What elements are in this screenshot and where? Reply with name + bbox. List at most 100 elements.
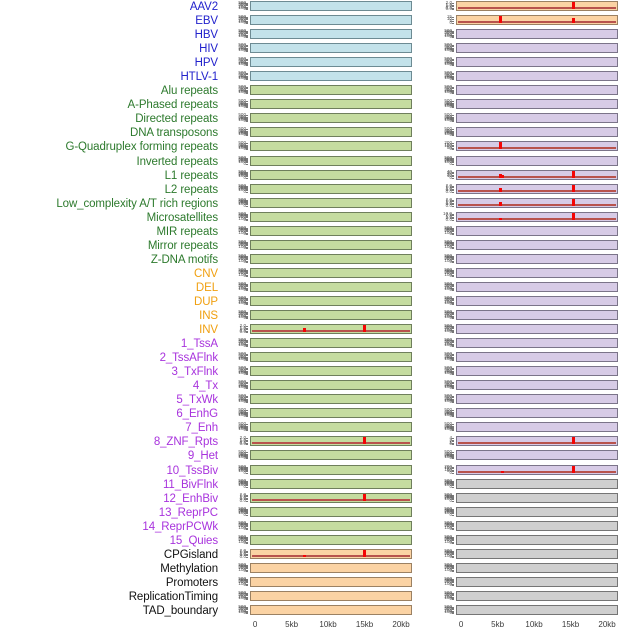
y-tick-mark: [452, 442, 454, 444]
y-tick-mark: [452, 438, 454, 440]
y-tick-mark: [246, 297, 248, 299]
y-tick-mark: [452, 384, 454, 386]
y-tick-mark: [452, 499, 454, 501]
y-tick-label: 200: [238, 284, 246, 290]
track-background: [456, 352, 618, 363]
y-tick-label: 500: [238, 168, 246, 174]
y-tick-label: 20: [446, 171, 452, 177]
y-tick-label: 500: [444, 575, 452, 581]
y-tick-mark: [452, 368, 454, 370]
y-tick-mark: [452, 187, 454, 189]
y-tick-label: 200: [444, 410, 452, 416]
y-tick-mark: [246, 46, 248, 48]
y-tick-label: 0.5: [445, 187, 452, 193]
y-tick-label: 400: [238, 577, 246, 583]
y-tick-mark: [452, 64, 454, 65]
y-tick-mark: [246, 373, 248, 374]
y-tick-mark: [452, 550, 454, 552]
y-axis-left: 500 400 300 200 100 0: [226, 141, 248, 151]
track-background: [456, 99, 618, 110]
y-tick-label: 0: [243, 216, 246, 222]
y-tick-mark: [246, 118, 248, 120]
y-tick-mark: [452, 486, 454, 488]
y-tick-mark: [246, 230, 248, 232]
y-tick-label: 100: [444, 538, 452, 544]
y-tick-mark: [452, 458, 454, 460]
y-tick-mark: [452, 371, 454, 373]
y-tick-label: 0: [449, 343, 452, 349]
y-tick-label: 0: [243, 6, 246, 12]
track-background: [456, 408, 618, 419]
y-tick-mark: [246, 499, 248, 501]
y-tick-mark: [246, 410, 248, 412]
y-tick-mark: [452, 135, 454, 137]
y-tick-label: 0: [243, 413, 246, 419]
y-tick-mark: [452, 481, 454, 483]
row-label-12-enhbiv: 12_EnhBiv: [163, 492, 218, 505]
y-tick-mark: [246, 429, 248, 431]
x-tick-label: 5kb: [491, 620, 505, 629]
y-tick-label: 500: [238, 294, 246, 300]
y-tick-mark: [246, 48, 248, 50]
y-axis-right: 500 400 300 200 100 0: [432, 520, 454, 531]
track-left-14-reprpcwk: [250, 520, 412, 531]
y-tick-label: 300: [238, 184, 246, 190]
y-tick-label: 500: [444, 98, 452, 104]
y-axis-right: 500 400 300 200 100 0: [432, 127, 454, 137]
y-tick-label: 500: [444, 154, 452, 160]
y-tick-label: 0: [449, 90, 452, 96]
y-tick-mark: [246, 149, 248, 151]
y-tick-mark: [452, 496, 454, 498]
y-tick-mark: [452, 326, 454, 328]
y-tick-label: 500: [238, 28, 246, 34]
y-tick-mark: [246, 356, 248, 358]
track-background: [250, 85, 412, 96]
track-background: [456, 422, 618, 433]
y-tick-label: 500: [238, 210, 246, 216]
y-tick-mark: [246, 242, 248, 244]
y-tick-label: 100: [238, 426, 246, 432]
y-tick-label: 200: [444, 256, 452, 262]
y-tick-label: 400: [238, 422, 246, 428]
track-background: [456, 604, 618, 615]
y-tick-label: 300: [444, 58, 452, 64]
y-tick-mark: [246, 274, 248, 276]
y-tick-label: 200: [238, 45, 246, 51]
y-axis-right: 500 400 300 200 100 0: [432, 534, 454, 545]
y-tick-label: 400: [238, 506, 246, 512]
y-tick-label: 200: [238, 186, 246, 192]
y-tick-label: 500: [238, 0, 246, 5]
y-tick-label: 200: [238, 73, 246, 79]
y-tick-label: 200: [444, 579, 452, 585]
y-tick-mark: [452, 231, 454, 233]
y-tick-mark: [452, 59, 454, 61]
y-tick-label: 500: [444, 603, 452, 609]
y-tick-mark: [452, 399, 454, 401]
y-tick-label: 0: [243, 132, 246, 138]
y-tick-mark: [452, 528, 454, 530]
y-tick-label: 500: [444, 238, 452, 244]
y-tick-mark: [246, 135, 248, 137]
y-tick-label: 400: [444, 296, 452, 302]
y-tick-label: 400: [444, 422, 452, 428]
y-tick-mark: [452, 564, 454, 566]
y-tick-label: 400: [444, 29, 452, 35]
y-tick-label: 400: [444, 127, 452, 133]
y-axis-left: 500 400 300 200 100 0: [226, 99, 248, 109]
y-tick-label: 500: [238, 575, 246, 581]
y-tick-label: 400: [238, 366, 246, 372]
y-tick-label: 0.0: [239, 497, 246, 503]
y-tick-mark: [452, 466, 454, 468]
track-background: [250, 506, 412, 517]
track-left-10-tssbiv: [250, 464, 412, 475]
y-tick-mark: [452, 116, 454, 118]
track-right-4-tx: [456, 380, 618, 391]
track-left-hiv: [250, 43, 412, 54]
y-tick-label: 2.0: [239, 547, 246, 553]
y-tick-label: 0: [449, 385, 452, 391]
row-label-cpgisland: CPGisland: [163, 548, 218, 561]
y-tick-label: 300: [444, 423, 452, 429]
y-tick-mark: [452, 415, 454, 417]
y-tick-label: 100: [444, 466, 452, 472]
y-tick-label: 200: [238, 200, 246, 206]
